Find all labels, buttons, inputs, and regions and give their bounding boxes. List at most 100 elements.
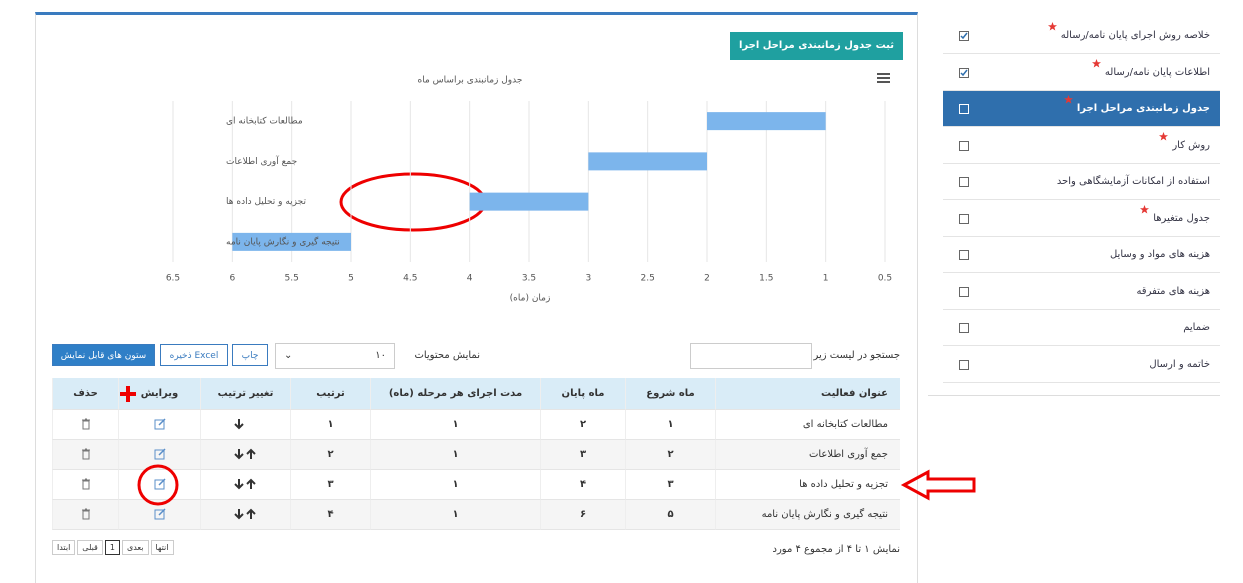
edit-icon[interactable] [154,478,166,490]
annotation-arrow [900,469,976,501]
column-header: ویرایش [118,378,200,410]
edit-icon[interactable] [154,448,166,460]
required-star [1159,131,1168,144]
show-label: نمایش محتویات [414,350,480,361]
column-header: ماه پایان [540,378,625,410]
value-cell: ۳ [540,440,625,470]
annotation-circle [137,464,179,506]
x-tick-label: 5 [348,274,354,284]
sidebar-item[interactable]: خلاصه روش اجرای پایان نامه/رساله [943,18,1220,54]
sidebar-label: جدول متغیرها [1153,212,1210,224]
checkbox[interactable] [959,323,969,333]
sidebar-label: خاتمه و ارسال [1149,358,1210,370]
columns-button[interactable]: ستون های قابل نمایش [52,344,155,366]
reorder-icon[interactable] [233,508,259,520]
checkbox[interactable] [959,104,969,114]
value-cell: ۱ [290,410,370,440]
sidebar-item[interactable]: ضمایم [943,310,1220,346]
category-label: جمع آوری اطلاعات [226,155,297,167]
value-cell: ۲ [540,410,625,440]
checkbox[interactable] [959,140,969,151]
search-label: جستجو در لیست زیر [813,350,901,361]
menu-icon[interactable] [877,73,890,83]
delete-cell [52,500,118,530]
reorder-icon[interactable] [233,418,259,430]
x-tick-label: 6.5 [166,274,180,284]
sidebar-item[interactable]: اطلاعات پایان نامه/رساله [943,54,1220,91]
main-panel [35,12,918,583]
sidebar-item[interactable]: جدول متغیرها [943,200,1220,237]
annotation-ellipse [339,172,487,232]
column-header: حذف [52,378,118,410]
checkbox[interactable] [959,31,969,41]
required-star [1140,204,1149,217]
annotation-cross [120,386,136,402]
value-cell: ۳ [290,470,370,500]
checkbox[interactable] [959,67,969,78]
checkbox[interactable] [959,359,969,370]
sidebar-item[interactable]: روش کار [943,127,1220,164]
page-button[interactable]: 1 [104,540,120,555]
x-tick-label: 3 [585,274,591,284]
excel-button[interactable]: ذخیره Excel [160,344,228,366]
column-header: ماه شروع [625,378,715,410]
caret: ⌄ [284,350,293,361]
edit-cell [118,470,200,500]
reorder-cell [200,500,290,530]
checkbox[interactable] [959,177,969,187]
page-size: ۱۰ [375,350,386,361]
checkbox[interactable] [959,250,969,260]
x-tick-label: 6 [229,274,235,284]
activity-cell: مطالعات کتابخانه ای [715,410,900,440]
sidebar-item[interactable]: هزینه های متفرقه [943,273,1220,310]
value-cell: ۲ [625,440,715,470]
reorder-icon[interactable] [233,478,259,490]
sidebar-item[interactable]: جدول زمانبندی مراحل اجرا [943,91,1220,127]
page-button[interactable]: ابتدا [52,540,76,555]
activity-cell: تجزیه و تحلیل داده ها [715,470,900,500]
pagination: ابتدا قبلی 1 بعدی انتها [52,540,176,560]
delete-icon[interactable] [81,418,91,430]
x-tick-label: 4.5 [403,274,417,284]
page-button[interactable]: قبلی [77,540,103,555]
print-button[interactable]: چاپ [232,344,268,366]
page-button[interactable]: بعدی [121,540,149,555]
search-input[interactable] [690,343,812,369]
reorder-cell [200,470,290,500]
chart-title: جدول زمانبندی براساس ماه [418,76,523,86]
delete-icon[interactable] [81,478,91,490]
sidebar-item[interactable]: استفاده از امکانات آزمایشگاهی واحد [943,164,1220,200]
chart: جدول زمانبندی براساس ماه زمان (ماه) 6.5 6… [166,73,892,304]
reorder-icon[interactable] [233,448,259,460]
value-cell: ۲ [290,440,370,470]
value-cell: ۵ [625,500,715,530]
checkbox[interactable] [959,286,969,297]
sidebar-item[interactable]: خاتمه و ارسال [943,346,1220,383]
value-cell: ۳ [625,470,715,500]
delete-cell [52,440,118,470]
sidebar-label: هزینه های متفرقه [1136,285,1210,297]
checkbox[interactable] [959,213,969,224]
x-tick-label: 4 [467,274,473,284]
edit-icon[interactable] [154,508,166,520]
page-button[interactable]: انتها [150,540,174,555]
delete-icon[interactable] [81,448,91,460]
value-cell: ۱ [625,410,715,440]
sidebar-label: روش کار [1172,139,1210,151]
delete-icon[interactable] [81,508,91,520]
delete-cell [52,470,118,500]
page-size-select[interactable]: ۱۰ ⌄ [275,343,395,369]
x-axis-label: زمان (ماه) [510,294,551,304]
save-button[interactable]: ثبت جدول زمانبندی مراحل اجرا [730,32,903,60]
column-header: عنوان فعالیت [715,378,900,410]
sidebar-item[interactable]: هزینه های مواد و وسایل [943,237,1220,273]
reorder-cell [200,440,290,470]
sidebar-label: خلاصه روش اجرای پایان نامه/رساله [1060,30,1210,41]
value-cell: ۴ [290,500,370,530]
reorder-cell [200,410,290,440]
x-tick-label: 0.5 [878,274,892,284]
sidebar-label: اطلاعات پایان نامه/رساله [1104,66,1210,78]
activity-cell: جمع آوری اطلاعات [715,440,900,470]
value-cell: ۶ [540,500,625,530]
edit-icon[interactable] [154,418,166,430]
